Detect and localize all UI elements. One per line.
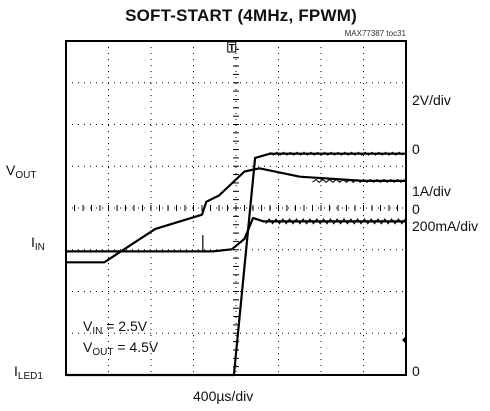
trace-ripple-iin <box>265 218 406 225</box>
iin-zero: 0 <box>412 201 420 217</box>
trigger-marker <box>227 41 237 53</box>
condition-vout: VOUT = 4.5V <box>83 339 159 358</box>
iled1-zero: 0 <box>412 363 420 379</box>
chart-title: SOFT-START (4MHz, FPWM) <box>125 6 357 25</box>
trigger-marker-label: T <box>229 43 235 54</box>
vout-scale: 2V/div <box>412 92 451 108</box>
trace-ripple-iled1 <box>269 151 403 156</box>
iin-scale: 1A/div <box>412 183 451 199</box>
condition-vin: VIN = 2.5V <box>83 318 148 337</box>
vout-zero: 0 <box>412 141 420 157</box>
x-scale-label: 400µs/div <box>193 388 254 404</box>
vout-label: VOUT <box>6 162 37 181</box>
trace-marker <box>402 336 406 344</box>
iled1-label: ILED1 <box>14 363 43 382</box>
trace-ripple-vout <box>312 178 405 183</box>
iin-label: IIN <box>31 234 45 253</box>
iled1-scale: 200mA/div <box>412 218 479 234</box>
trace-vout <box>66 167 406 264</box>
chart-tag: MAX77387 toc31 <box>344 29 406 38</box>
